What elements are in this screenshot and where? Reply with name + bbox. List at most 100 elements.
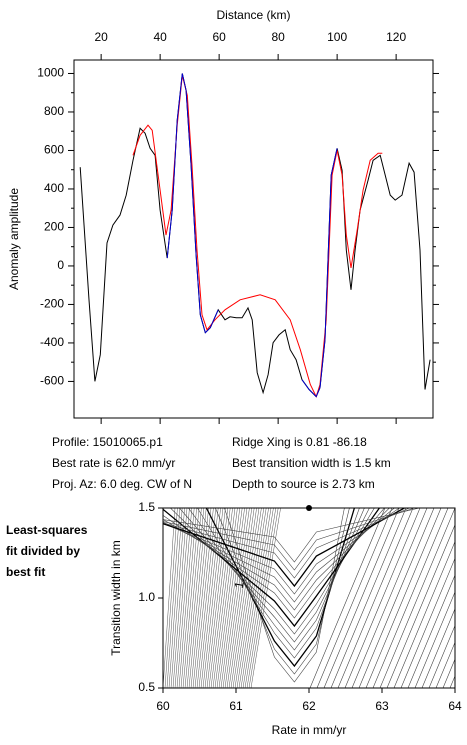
y-axis-title: Transition width in km: [109, 540, 123, 656]
y-tick-label: -400: [40, 335, 64, 349]
contour-line: [192, 508, 212, 688]
y-tick-label: 800: [44, 104, 64, 118]
contour-line: [372, 508, 449, 688]
contour-line: [168, 508, 183, 688]
contour-line: [244, 508, 274, 688]
contour-line: [309, 508, 386, 688]
contour-line: [230, 508, 257, 688]
contour-line: [182, 508, 200, 688]
contour-line: [379, 508, 455, 688]
contour-line: [248, 508, 279, 688]
x-tick-label: 61: [229, 699, 243, 713]
info-text: Ridge Xing is 0.81 -86.18: [232, 435, 367, 449]
contour-line: [200, 508, 221, 688]
x-tick-label: 80: [271, 30, 285, 44]
y-tick-label: 1.5: [138, 500, 155, 514]
contours: [163, 508, 455, 688]
contour-line: [205, 508, 356, 668]
contour-line: [166, 508, 181, 688]
contour-line: [164, 508, 178, 688]
info-text: Best transition width is 1.5 km: [232, 456, 391, 470]
contour-line: [344, 508, 421, 688]
x-tick-label: 20: [94, 30, 108, 44]
contour-line: [208, 508, 231, 688]
y-tick-label: 200: [44, 220, 64, 234]
contour-line: [163, 508, 390, 611]
contour-line: [358, 508, 435, 688]
contour-line: [224, 508, 250, 688]
y-tick-label: 0.5: [138, 680, 155, 694]
contour-line: [212, 508, 236, 688]
x-axis-title: Rate in mm/yr: [272, 723, 347, 737]
contour-line: [250, 508, 281, 688]
contour-line: [163, 508, 385, 619]
contour-line: [330, 508, 407, 688]
plot-frame: [73, 59, 434, 419]
contour-line: [226, 508, 253, 688]
y-tick-label: 400: [44, 181, 64, 195]
contour-line: [407, 574, 455, 688]
contour-line: [428, 624, 455, 688]
contour-line: [163, 508, 405, 588]
x-tick-label: 100: [327, 30, 347, 44]
contour-line: [316, 508, 393, 688]
x-tick-label: 120: [386, 30, 406, 44]
contour-line: [198, 508, 219, 688]
contour-label: 1: [232, 580, 247, 589]
x-tick-label: 60: [212, 30, 226, 44]
contour-line: [351, 508, 428, 688]
contour-line: [400, 557, 455, 688]
x-tick-label: 64: [448, 699, 462, 713]
x-axis-title: Distance (km): [216, 8, 290, 22]
contour-line: [218, 508, 243, 688]
contour-line: [170, 508, 375, 635]
contour-line: [323, 508, 400, 688]
contour-line: [337, 508, 414, 688]
side-note: best fit: [6, 565, 45, 579]
y-axis-title: Anomaly amplitude: [7, 188, 21, 290]
contour-line: [163, 508, 395, 603]
contour-line: [163, 508, 415, 571]
contour-line: [224, 508, 345, 683]
info-text: Depth to source is 2.73 km: [232, 477, 375, 491]
contour-line: [242, 508, 272, 688]
contour-line: [174, 508, 190, 688]
side-note: Least-squares: [6, 523, 88, 537]
y-tick-label: 1000: [37, 66, 64, 80]
contour-line: [222, 508, 248, 688]
x-tick-label: 40: [153, 30, 167, 44]
contour-line: [188, 508, 365, 651]
series-line: [166, 73, 338, 398]
contour-line: [236, 508, 265, 688]
contour-line: [178, 508, 195, 688]
contour-line: [435, 641, 455, 688]
contour-line: [386, 524, 455, 688]
contour-line: [214, 508, 238, 688]
contour-line: [176, 508, 193, 688]
contour-line: [172, 508, 188, 688]
contour-line: [163, 508, 420, 563]
contour-line: [188, 508, 207, 688]
contour-line: [210, 508, 233, 688]
contour-line: [228, 508, 255, 688]
contour-line: [163, 508, 380, 628]
contour-line: [365, 508, 442, 688]
info-text: Best rate is 62.0 mm/yr: [52, 456, 175, 470]
series-line: [79, 73, 431, 398]
contour-line: [206, 508, 229, 688]
contour-line: [170, 508, 185, 688]
info-text: Profile: 15010065.p1: [52, 435, 163, 449]
y-tick-label: -200: [40, 297, 64, 311]
contour-line: [246, 508, 277, 688]
y-tick-label: 1.0: [138, 590, 155, 604]
contour-line: [196, 508, 217, 688]
info-text: Proj. Az: 6.0 deg. CW of N: [52, 477, 192, 491]
contour-line: [197, 508, 360, 659]
contour-line: [216, 508, 241, 688]
contour-line: [234, 508, 262, 688]
y-tick-label: -600: [40, 374, 64, 388]
y-tick-label: 0: [57, 258, 64, 272]
series-line: [132, 75, 383, 398]
x-tick-label: 60: [156, 699, 170, 713]
